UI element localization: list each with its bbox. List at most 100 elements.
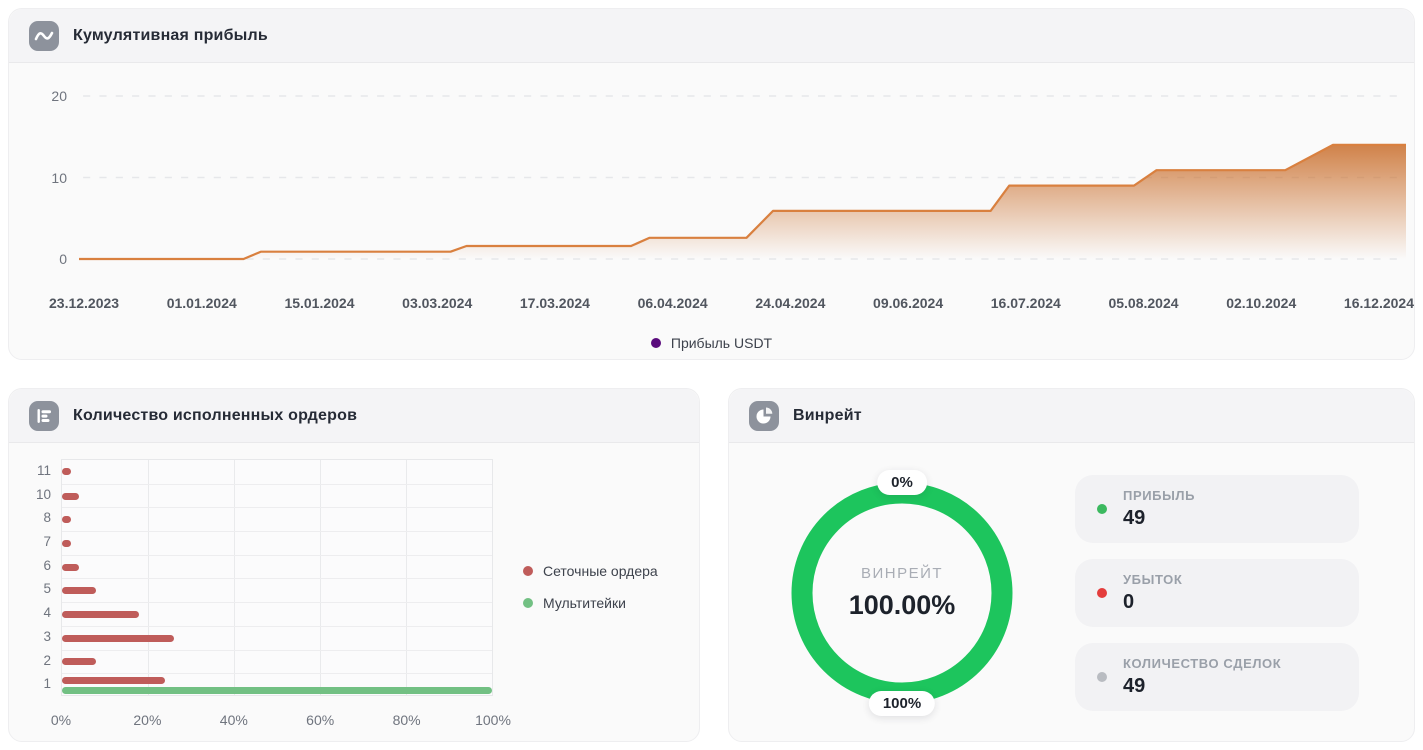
bar-grid-orders [62, 539, 71, 547]
winrate-header: Винрейт [729, 389, 1414, 443]
x-tick-label: 17.03.2024 [519, 295, 590, 311]
legend-item[interactable]: Сеточные ордера [523, 563, 658, 579]
loss-dot-icon [1097, 587, 1107, 598]
x-tick-label: 80% [392, 712, 421, 728]
x-tick-label: 60% [306, 712, 335, 728]
cumulative-profit-chart: 0 10 20 [25, 73, 1406, 269]
bar-row [62, 460, 492, 484]
category-label: 1 [43, 676, 51, 692]
donut-center-value: 100.00% [848, 589, 956, 620]
bar-multitakes [62, 687, 492, 695]
y-axis: 0 10 20 [25, 73, 79, 269]
x-tick-label: 15.01.2024 [284, 295, 355, 311]
x-tick-label: 06.04.2024 [637, 295, 708, 311]
category-label: 7 [43, 534, 51, 550]
category-label: 8 [43, 510, 51, 526]
panel-winrate: Винрейт 0% ВИНРЕЙТ 100.00% 100% [728, 388, 1415, 742]
donut-badge-bottom: 100% [868, 690, 936, 716]
legend-item-profit-usdt[interactable]: Прибыль USDT [650, 335, 773, 351]
x-tick-label: 01.01.2024 [166, 295, 237, 311]
y-tick-label: 20 [51, 88, 67, 104]
panel-title: Кумулятивная прибыль [73, 26, 268, 44]
bar-y-axis: 11 10 8 7 6 5 4 3 2 1 [31, 459, 61, 696]
profit-dot-icon [1097, 503, 1107, 514]
bar-grid-orders [62, 516, 71, 524]
panel-title: Количество исполненных ордеров [73, 406, 358, 424]
y-tick-label: 10 [51, 169, 67, 186]
bar-row [62, 625, 492, 650]
bar-grid-orders [62, 610, 140, 618]
legend-item[interactable]: Мультитейки [523, 595, 658, 611]
x-tick-label: 100% [475, 712, 511, 728]
category-label: 3 [43, 628, 51, 644]
category-label: 2 [43, 652, 51, 668]
stat-label: ПРИБЫЛЬ [1123, 487, 1196, 503]
bar-row [62, 554, 492, 579]
gridline [320, 460, 321, 695]
orders-body: 11 10 8 7 6 5 4 3 2 1 0% 20% 40% 60% 80% 100% Сеточные… [9, 443, 699, 730]
x-tick-label: 0% [50, 712, 72, 728]
stat-card-profit: ПРИБЫЛЬ 49 [1075, 474, 1359, 543]
winrate-donut: 0% ВИНРЕЙТ 100.00% 100% [787, 469, 1017, 716]
bottom-row: Количество исполненных ордеров 11 10 8 7 6 5 4… [8, 388, 1415, 742]
stat-card-loss: УБЫТОК 0 [1075, 558, 1359, 627]
x-tick-label: 24.04.2024 [755, 295, 826, 311]
category-label: 5 [43, 581, 51, 597]
gridline [406, 460, 407, 695]
bar-grid-orders [62, 677, 166, 685]
bar-x-axis: 0% 20% 40% 60% 80% 100% [51, 706, 511, 730]
bar-row [62, 531, 492, 555]
x-tick-label: 02.10.2024 [1226, 295, 1297, 311]
x-tick-label: 16.12.2024 [1343, 295, 1414, 311]
donut-center-label: ВИНРЕЙТ [860, 564, 944, 582]
panel-executed-orders: Количество исполненных ордеров 11 10 8 7 6 5 4… [8, 388, 700, 742]
category-label: 10 [35, 486, 51, 502]
winrate-body: 0% ВИНРЕЙТ 100.00% 100% ПРИБЫЛЬ [729, 443, 1414, 742]
bar-grid-orders [62, 468, 71, 476]
bar-row [62, 602, 492, 626]
panel-cumulative-profit: Кумулятивная прибыль 0 10 20 23.12.2023 01.… [8, 8, 1415, 360]
winrate-stats: ПРИБЫЛЬ 49 УБЫТОК 0 КО [1075, 474, 1359, 711]
x-tick-label: 20% [133, 712, 162, 728]
bar-row [62, 649, 492, 674]
trades-dot-icon [1097, 671, 1107, 682]
bar-grid-orders [62, 587, 97, 595]
legend-dot-icon [523, 566, 533, 576]
bar-grid-orders [62, 634, 174, 642]
bar-grid-orders [62, 658, 97, 666]
stat-label: КОЛИЧЕСТВО СДЕЛОК [1123, 655, 1282, 671]
cumulative-profit-header: Кумулятивная прибыль [9, 9, 1414, 63]
legend-label: Прибыль USDT [670, 335, 773, 351]
gridline [148, 460, 149, 695]
category-label: 4 [43, 605, 51, 621]
stat-label: УБЫТОК [1123, 571, 1183, 587]
x-tick-label: 40% [219, 712, 248, 728]
legend-dot-icon [523, 598, 533, 608]
line-wave-icon [29, 20, 59, 51]
orders-header: Количество исполненных ордеров [9, 389, 699, 443]
orders-bar-chart: 11 10 8 7 6 5 4 3 2 1 0% 20% 40% 60% 80% 100% [31, 459, 511, 730]
bar-row [62, 578, 492, 602]
chart-legend: Прибыль USDT [9, 335, 1414, 351]
horizontal-bars-icon [29, 400, 59, 431]
donut-badge-top: 0% [877, 469, 927, 495]
gridline [234, 460, 235, 695]
x-tick-label: 09.06.2024 [873, 295, 944, 311]
category-label: 6 [43, 557, 51, 573]
bar-row [62, 483, 492, 508]
x-tick-label: 23.12.2023 [49, 295, 120, 311]
stat-card-trades-count: КОЛИЧЕСТВО СДЕЛОК 49 [1075, 642, 1359, 711]
profit-area-chart [79, 95, 1406, 269]
x-tick-label: 16.07.2024 [990, 295, 1061, 311]
panel-title: Винрейт [793, 406, 862, 424]
x-tick-label: 05.08.2024 [1108, 295, 1179, 311]
stat-value: 49 [1123, 506, 1146, 529]
stat-value: 0 [1123, 590, 1135, 613]
bar-chart-legend: Сеточные ордера Мультитейки [493, 563, 658, 730]
bar-grid-orders [62, 492, 80, 500]
pie-chart-icon [749, 400, 779, 431]
y-tick-label: 0 [59, 251, 67, 267]
bar-grid-orders [62, 563, 80, 571]
x-axis: 23.12.2023 01.01.2024 15.01.2024 03.03.2024… [49, 295, 1414, 311]
